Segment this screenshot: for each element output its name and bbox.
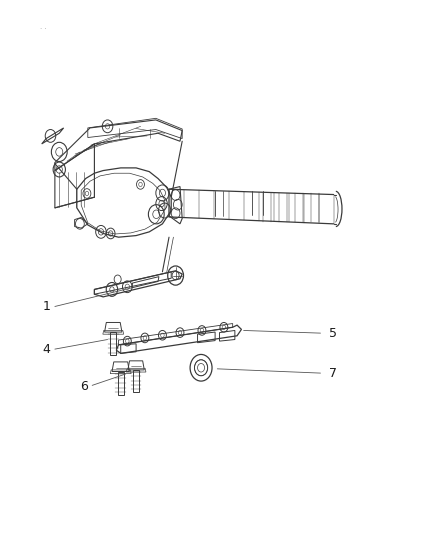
Text: 6: 6 [80,380,88,393]
Text: 4: 4 [42,343,50,356]
Text: . .: . . [39,24,46,30]
Text: 1: 1 [42,300,50,313]
Text: 7: 7 [328,367,336,379]
Text: 5: 5 [328,327,336,340]
